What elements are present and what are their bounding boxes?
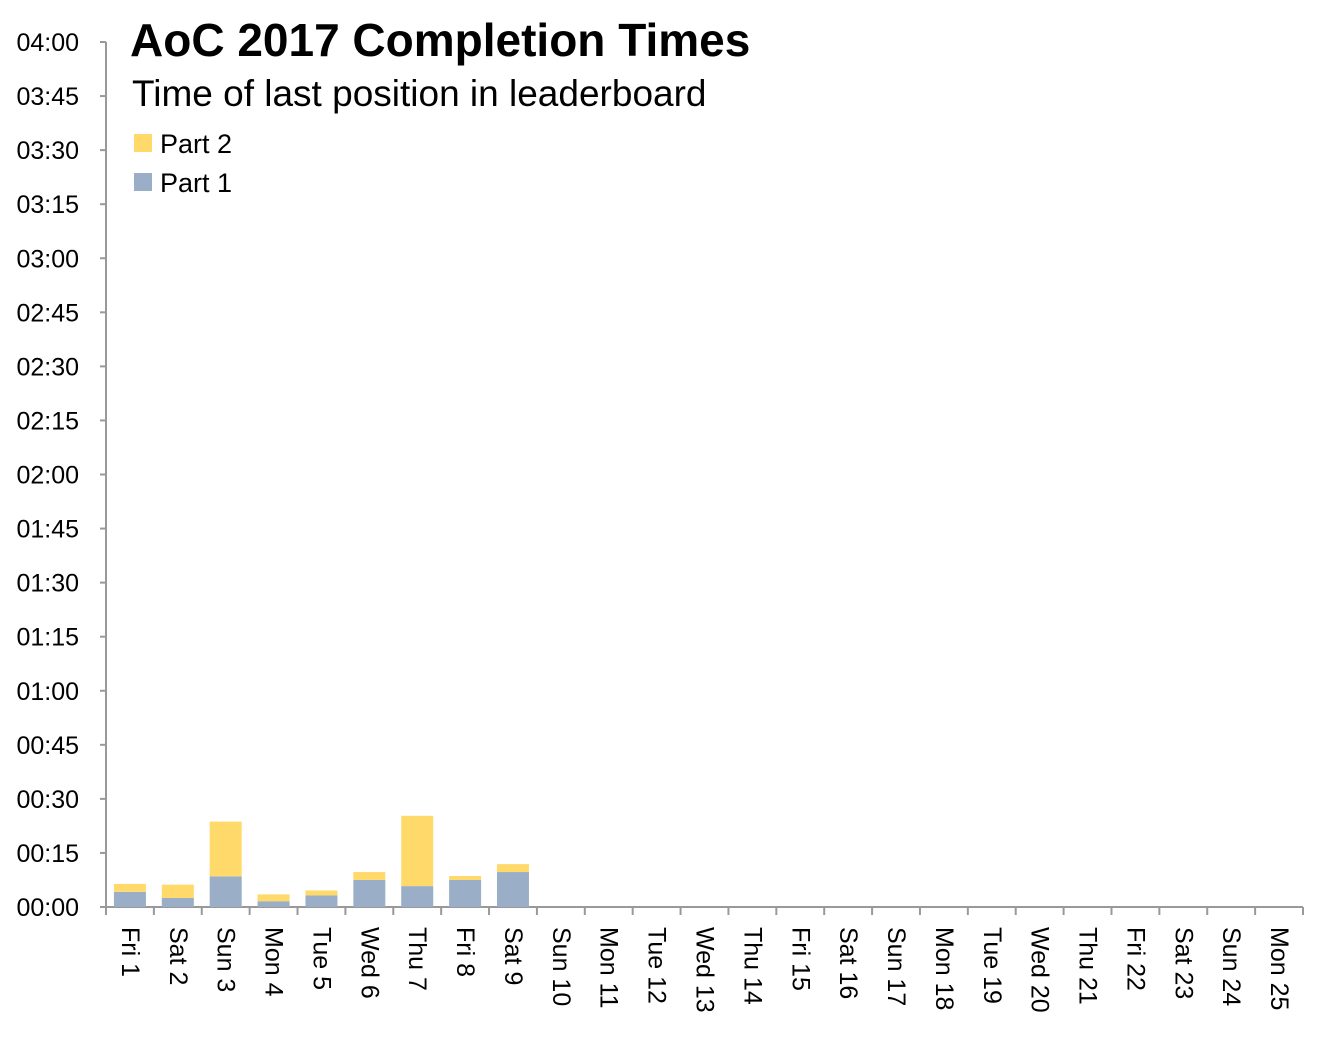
x-tick-label: Fri 1 — [116, 927, 144, 977]
y-tick-label: 02:45 — [16, 299, 79, 327]
x-tick-label: Tue 5 — [307, 927, 335, 990]
bar-part-2 — [401, 815, 434, 887]
x-tick-label: Wed 6 — [355, 927, 383, 999]
legend-swatch-part-1 — [134, 173, 152, 191]
y-tick-label: 03:15 — [16, 191, 79, 219]
x-tick-label: Tue 12 — [643, 927, 671, 1004]
y-tick-label: 01:45 — [16, 516, 79, 544]
legend-label-part-2: Part 2 — [160, 129, 232, 159]
axes-layer — [100, 41, 1304, 915]
x-tick-label: Mon 18 — [930, 927, 958, 1010]
x-tick-label: Thu 14 — [738, 927, 766, 1005]
bar-part-1 — [401, 886, 434, 907]
x-tick-label: Mon 11 — [595, 927, 623, 1009]
x-tick-label: Thu 7 — [403, 927, 431, 991]
bar-part-1 — [496, 872, 529, 907]
x-tick-label: Tue 19 — [978, 927, 1006, 1004]
y-tick-label: 02:00 — [16, 462, 79, 490]
bar-part-1 — [305, 895, 338, 907]
bar-part-2 — [305, 890, 338, 896]
x-tick-label: Mon 4 — [260, 927, 288, 997]
x-tick-label: Wed 13 — [691, 927, 719, 1013]
bar-part-1 — [257, 901, 290, 907]
x-tick-label: Sun 17 — [882, 927, 910, 1006]
y-tick-label: 03:30 — [16, 137, 79, 165]
x-tick-label: Sat 9 — [499, 927, 527, 985]
x-tick-label: Sun 10 — [547, 927, 575, 1006]
x-tick-label: Sat 16 — [834, 927, 862, 999]
y-tick-label: 02:30 — [16, 353, 79, 381]
y-tick-label: 03:45 — [16, 83, 79, 111]
x-tick-label: Fri 22 — [1121, 927, 1149, 991]
labels-layer: 00:00 00:15 00:30 00:45 01:00 01:15 01:30 01:45… — [16, 29, 1293, 1013]
bar-part-1 — [161, 897, 194, 907]
y-tick-label: 02:15 — [16, 407, 79, 435]
bar-part-1 — [449, 879, 482, 907]
bar-part-2 — [449, 876, 482, 880]
bar-part-2 — [209, 821, 242, 877]
chart-title: AoC 2017 Completion Times — [130, 14, 750, 66]
y-tick-label: 04:00 — [16, 29, 79, 57]
y-tick-label: 00:00 — [16, 894, 79, 922]
y-tick-label: 00:15 — [16, 840, 79, 868]
bar-part-1 — [209, 876, 242, 907]
x-tick-label: Sat 2 — [164, 927, 192, 985]
x-tick-label: Wed 20 — [1026, 927, 1054, 1013]
y-tick-label: 03:00 — [16, 245, 79, 273]
y-tick-label: 01:30 — [16, 570, 79, 598]
bar-part-2 — [257, 894, 290, 902]
legend: Part 2 Part 1 — [134, 129, 232, 198]
bars-layer — [113, 815, 529, 907]
bar-part-2 — [496, 864, 529, 873]
legend-swatch-part-2 — [134, 134, 152, 152]
bar-part-2 — [353, 872, 386, 880]
y-tick-label: 01:00 — [16, 678, 79, 706]
bar-part-2 — [113, 883, 146, 892]
x-tick-label: Fri 15 — [786, 927, 814, 991]
bar-part-1 — [353, 879, 386, 907]
y-tick-label: 00:45 — [16, 732, 79, 760]
x-tick-label: Sun 3 — [212, 927, 240, 992]
title-group: AoC 2017 Completion Times Time of last p… — [130, 14, 750, 114]
y-tick-label: 01:15 — [16, 624, 79, 652]
x-tick-label: Sun 24 — [1217, 927, 1245, 1006]
bar-part-1 — [113, 891, 146, 907]
y-tick-label: 00:30 — [16, 786, 79, 814]
bar-part-2 — [161, 884, 194, 898]
chart-subtitle: Time of last position in leaderboard — [132, 73, 707, 114]
x-tick-label: Fri 8 — [451, 927, 479, 977]
legend-label-part-1: Part 1 — [160, 168, 232, 198]
x-tick-label: Mon 25 — [1265, 927, 1293, 1010]
x-tick-label: Thu 21 — [1074, 927, 1102, 1005]
x-tick-label: Sat 23 — [1169, 927, 1197, 999]
